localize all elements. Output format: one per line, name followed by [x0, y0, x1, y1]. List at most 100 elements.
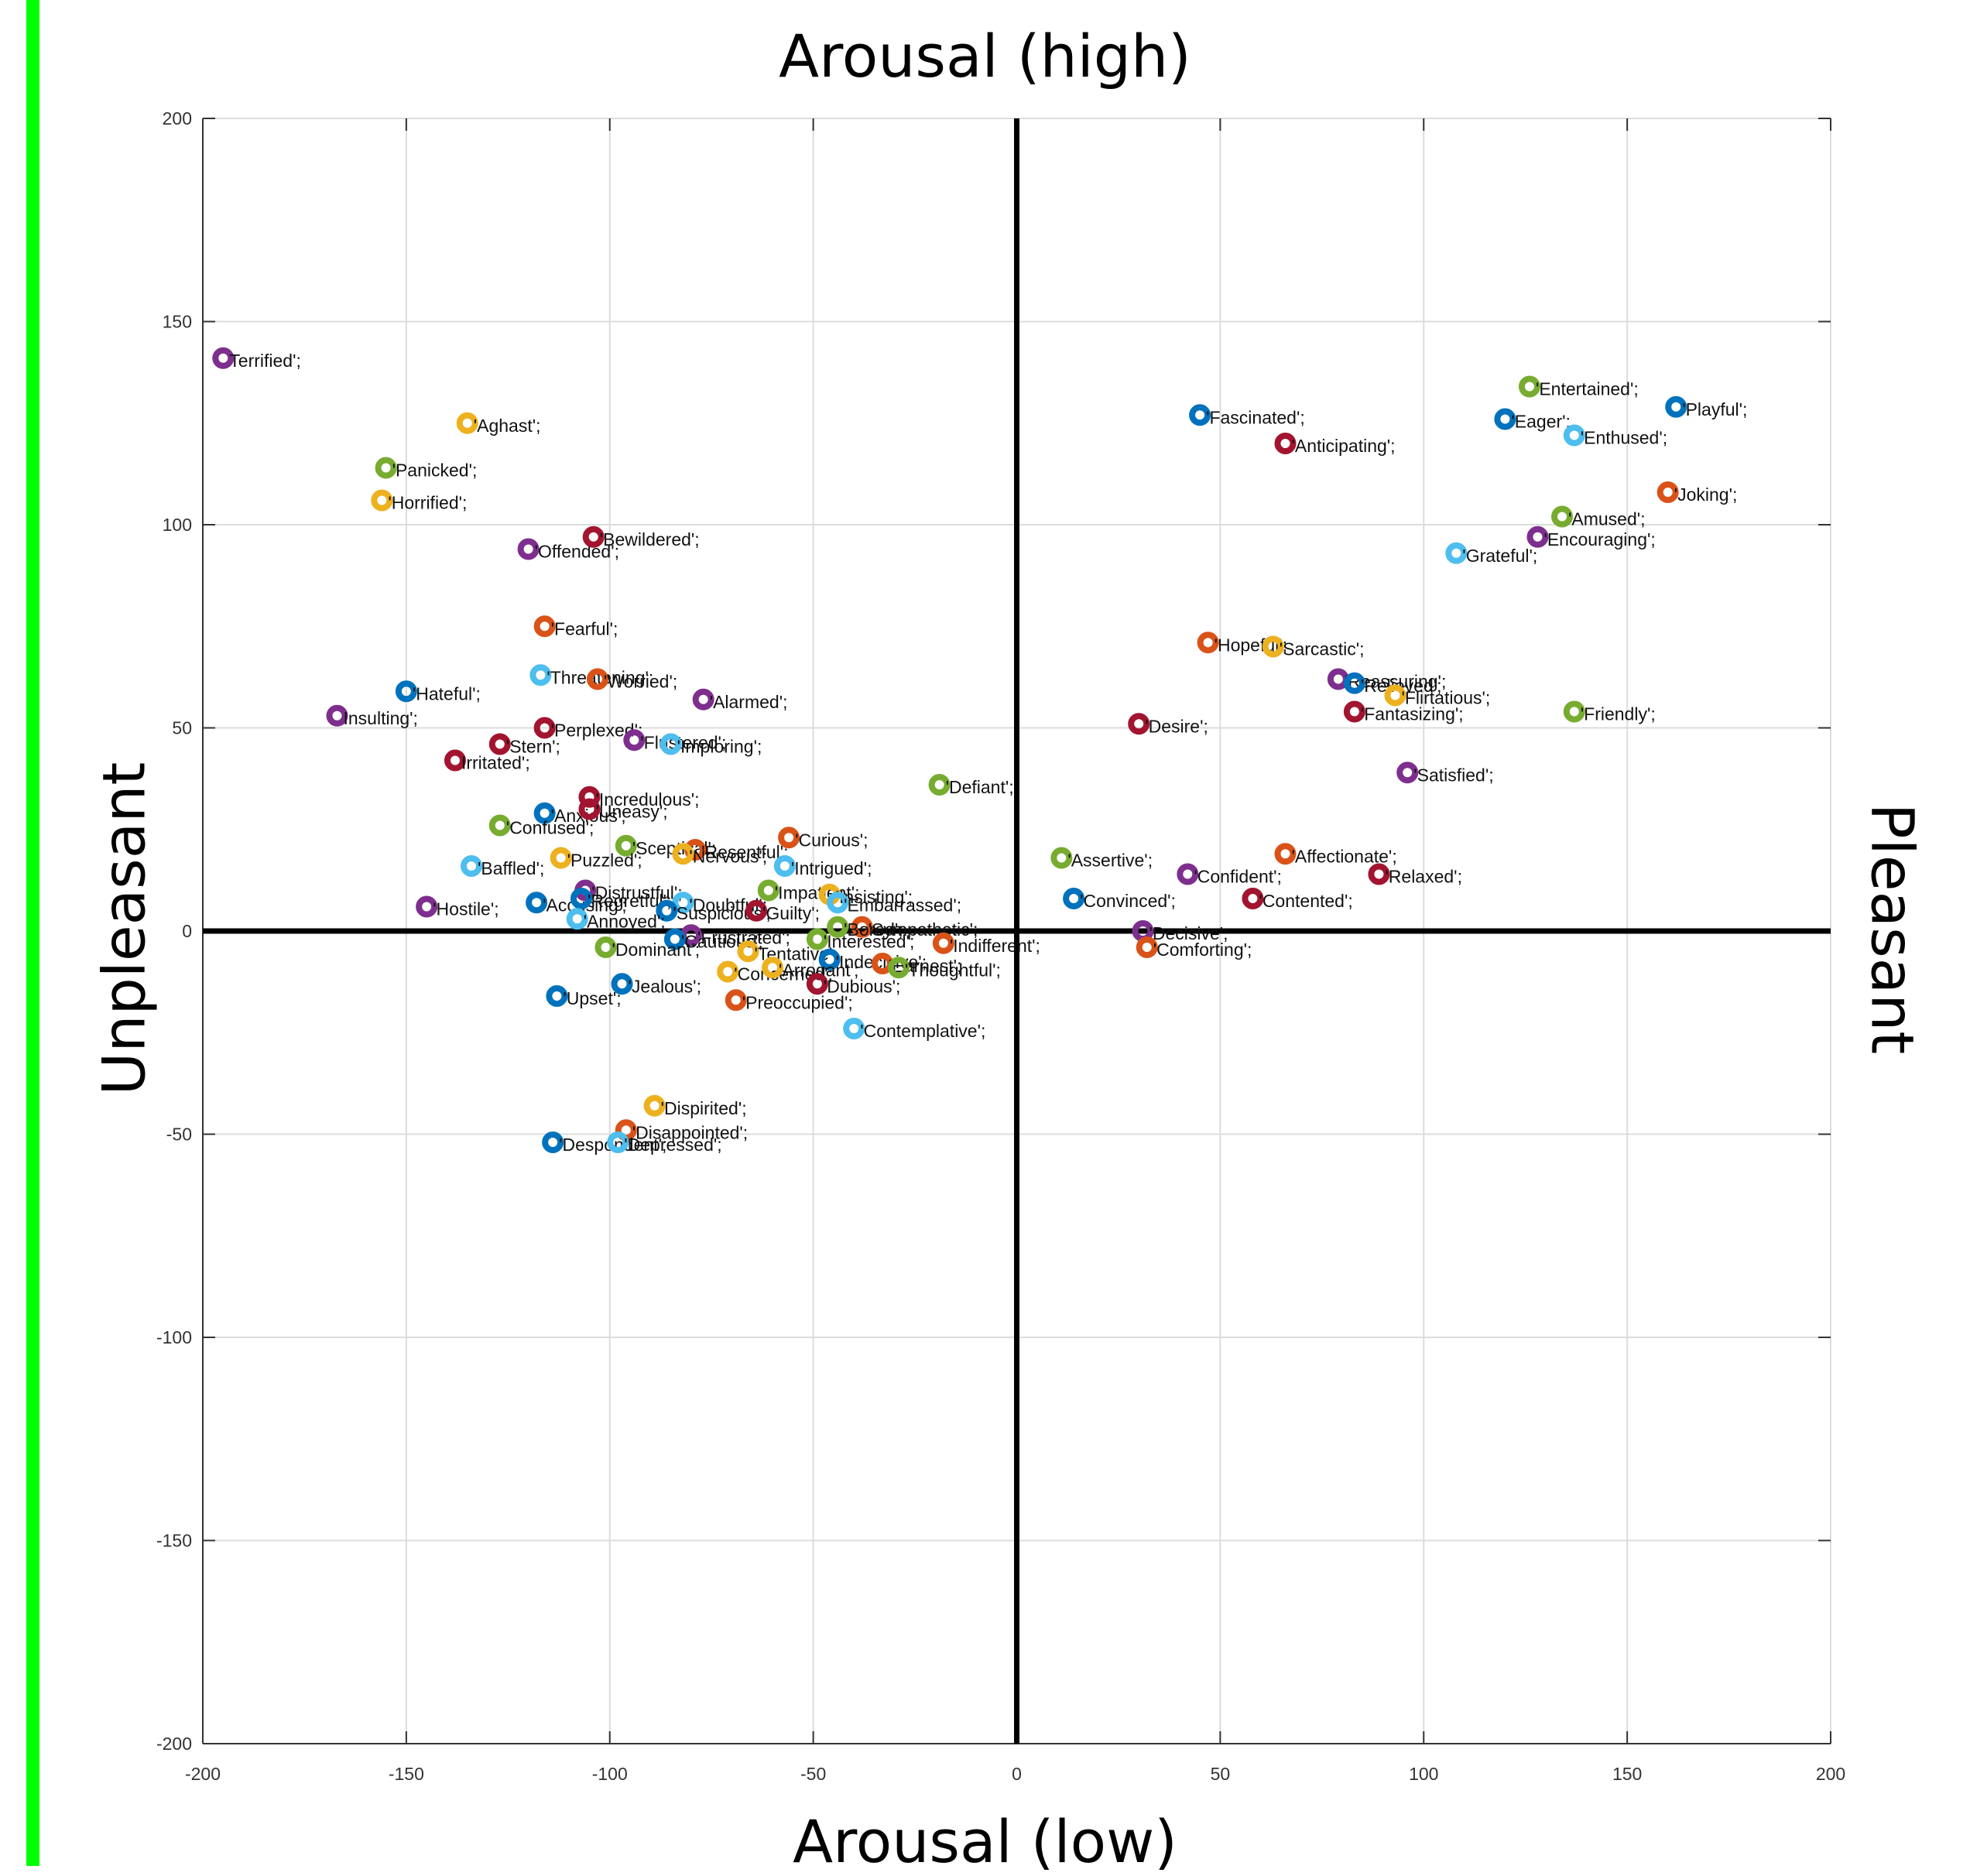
- point-marker: [517, 538, 540, 560]
- point-label: Terrified';: [229, 351, 301, 371]
- data-point: 'Affectionate';: [1274, 843, 1397, 866]
- data-point: 'Contemplative';: [843, 1018, 985, 1041]
- point-label: 'Puzzled';: [567, 851, 642, 871]
- point-marker: [488, 814, 511, 837]
- point-marker: [745, 899, 768, 922]
- left-accent-bar: [26, 0, 39, 1866]
- bottom-axis-title: Arousal (low): [793, 1807, 1177, 1876]
- point-label: 'Curious';: [795, 830, 868, 850]
- point-marker: [818, 948, 841, 971]
- data-point: 'Fascinated';: [1189, 404, 1305, 427]
- y-tick-label: 150: [163, 312, 192, 332]
- point-marker: [529, 664, 552, 686]
- point-marker: [692, 688, 714, 710]
- data-point: 'Incredulous';: [578, 786, 700, 810]
- data-point: 'Flustered';: [623, 729, 726, 752]
- point-label: 'Depressed';: [624, 1135, 721, 1155]
- data-point: 'Hateful';: [395, 680, 481, 704]
- data-point: 'Intrigued';: [773, 855, 872, 878]
- data-point: 'Hostile';: [416, 895, 499, 919]
- point-label: 'Nervous';: [689, 846, 767, 866]
- point-label: 'Horrified';: [388, 493, 467, 513]
- point-label: 'Guilty';: [762, 903, 820, 923]
- y-tick-label: -200: [156, 1734, 192, 1754]
- data-point: 'Grateful';: [1445, 542, 1537, 566]
- point-marker: [1368, 863, 1390, 885]
- point-marker: [851, 916, 873, 938]
- point-marker: [1657, 481, 1679, 503]
- point-marker: [757, 879, 779, 902]
- data-point: 'Relaxed';: [1368, 863, 1462, 887]
- point-marker: [586, 668, 608, 690]
- data-point: 'Annoyed';: [566, 908, 666, 931]
- data-point: 'Resentful';: [684, 839, 789, 862]
- point-marker: [566, 908, 588, 930]
- data-point: 'Curious';: [778, 827, 869, 850]
- point-label: 'Desire';: [1145, 716, 1208, 736]
- point-marker: [550, 847, 572, 869]
- point-marker: [1274, 433, 1297, 454]
- data-point: 'Defiant';: [928, 774, 1014, 797]
- point-label: 'Imploring';: [677, 737, 762, 757]
- x-tick-label: 100: [1409, 1764, 1438, 1784]
- point-label: 'Eager';: [1511, 412, 1571, 432]
- point-label: 'Stern';: [506, 737, 560, 757]
- point-label: 'Amused';: [1568, 509, 1646, 529]
- point-marker: [1343, 700, 1365, 723]
- data-point: 'Bewildered';: [582, 525, 700, 549]
- point-label: 'Satisfied';: [1413, 765, 1493, 785]
- point-label: 'Worried';: [604, 672, 677, 692]
- data-point: 'Aghast';: [456, 412, 541, 436]
- point-marker: [806, 973, 828, 995]
- data-point: 'Dispirited';: [643, 1094, 747, 1118]
- point-label: 'Bewildered';: [600, 529, 700, 549]
- x-tick-label: 150: [1612, 1764, 1642, 1784]
- point-marker: [611, 973, 633, 995]
- point-label: 'Playful';: [1682, 399, 1747, 419]
- x-tick-label: 0: [1012, 1764, 1022, 1784]
- top-axis-title: Arousal (high): [779, 22, 1191, 91]
- point-marker: [533, 802, 556, 824]
- point-marker: [672, 892, 694, 914]
- point-marker: [570, 888, 592, 909]
- point-label: 'Dominant';: [612, 940, 700, 960]
- data-point: 'Fearful';: [533, 615, 618, 638]
- data-point: 'Nervous';: [672, 843, 767, 866]
- data-point: 'Imploring';: [660, 733, 762, 757]
- point-label: 'Resentful';: [701, 842, 788, 862]
- data-point: 'Desire';: [1128, 713, 1208, 736]
- point-marker: [533, 615, 556, 638]
- data-point: 'Amused';: [1551, 505, 1646, 529]
- point-marker: [526, 892, 548, 914]
- y-tick-label: -100: [156, 1327, 192, 1347]
- point-marker: [212, 347, 235, 369]
- point-label: 'Contemplative';: [860, 1021, 985, 1041]
- point-label: 'Flustered';: [640, 732, 726, 752]
- data-point: 'Confused';: [488, 814, 594, 838]
- point-label: 'Decisive';: [1149, 923, 1228, 943]
- data-point: 'Jealous';: [611, 973, 701, 996]
- point-label: 'Hostile';: [433, 899, 498, 919]
- point-label: 'Disappointed';: [632, 1122, 748, 1142]
- point-marker: [1197, 632, 1219, 654]
- data-point: Insulting';: [326, 704, 418, 728]
- point-marker: [806, 928, 828, 950]
- data-point: 'Bored';: [827, 916, 903, 940]
- tick-labels: -200 -150 -100 -50 0 50 100 150 200 -200 -150 -100 -…: [156, 108, 1845, 1784]
- point-label: 'Grateful';: [1462, 546, 1537, 566]
- point-marker: [1262, 635, 1284, 658]
- point-marker: [1563, 700, 1585, 723]
- point-marker: [1551, 505, 1574, 528]
- point-label: 'Confident';: [1194, 867, 1282, 887]
- y-tick-label: -50: [166, 1125, 192, 1145]
- point-marker: [737, 940, 759, 963]
- data-point: 'Distrustful';: [574, 879, 683, 903]
- point-marker: [1343, 672, 1365, 694]
- point-marker: [1384, 684, 1406, 707]
- point-marker: [1494, 408, 1516, 430]
- point-label: 'Comforting';: [1153, 940, 1252, 960]
- point-marker: [778, 827, 800, 849]
- data-point: 'Baffled';: [460, 855, 544, 878]
- point-label: 'Intrigued';: [791, 858, 872, 878]
